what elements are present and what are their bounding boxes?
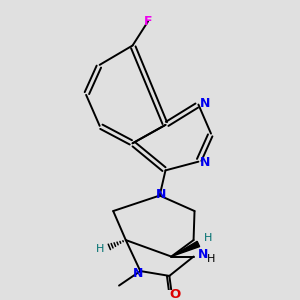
Text: H: H bbox=[207, 254, 215, 264]
Text: H: H bbox=[95, 244, 104, 254]
Text: F: F bbox=[144, 15, 152, 28]
Text: H: H bbox=[204, 233, 212, 243]
Text: O: O bbox=[169, 288, 181, 300]
Text: N: N bbox=[133, 268, 144, 281]
Polygon shape bbox=[171, 241, 200, 256]
Text: N: N bbox=[155, 188, 166, 201]
Text: N: N bbox=[200, 156, 210, 169]
Text: N: N bbox=[200, 97, 210, 110]
Text: N: N bbox=[198, 248, 208, 261]
